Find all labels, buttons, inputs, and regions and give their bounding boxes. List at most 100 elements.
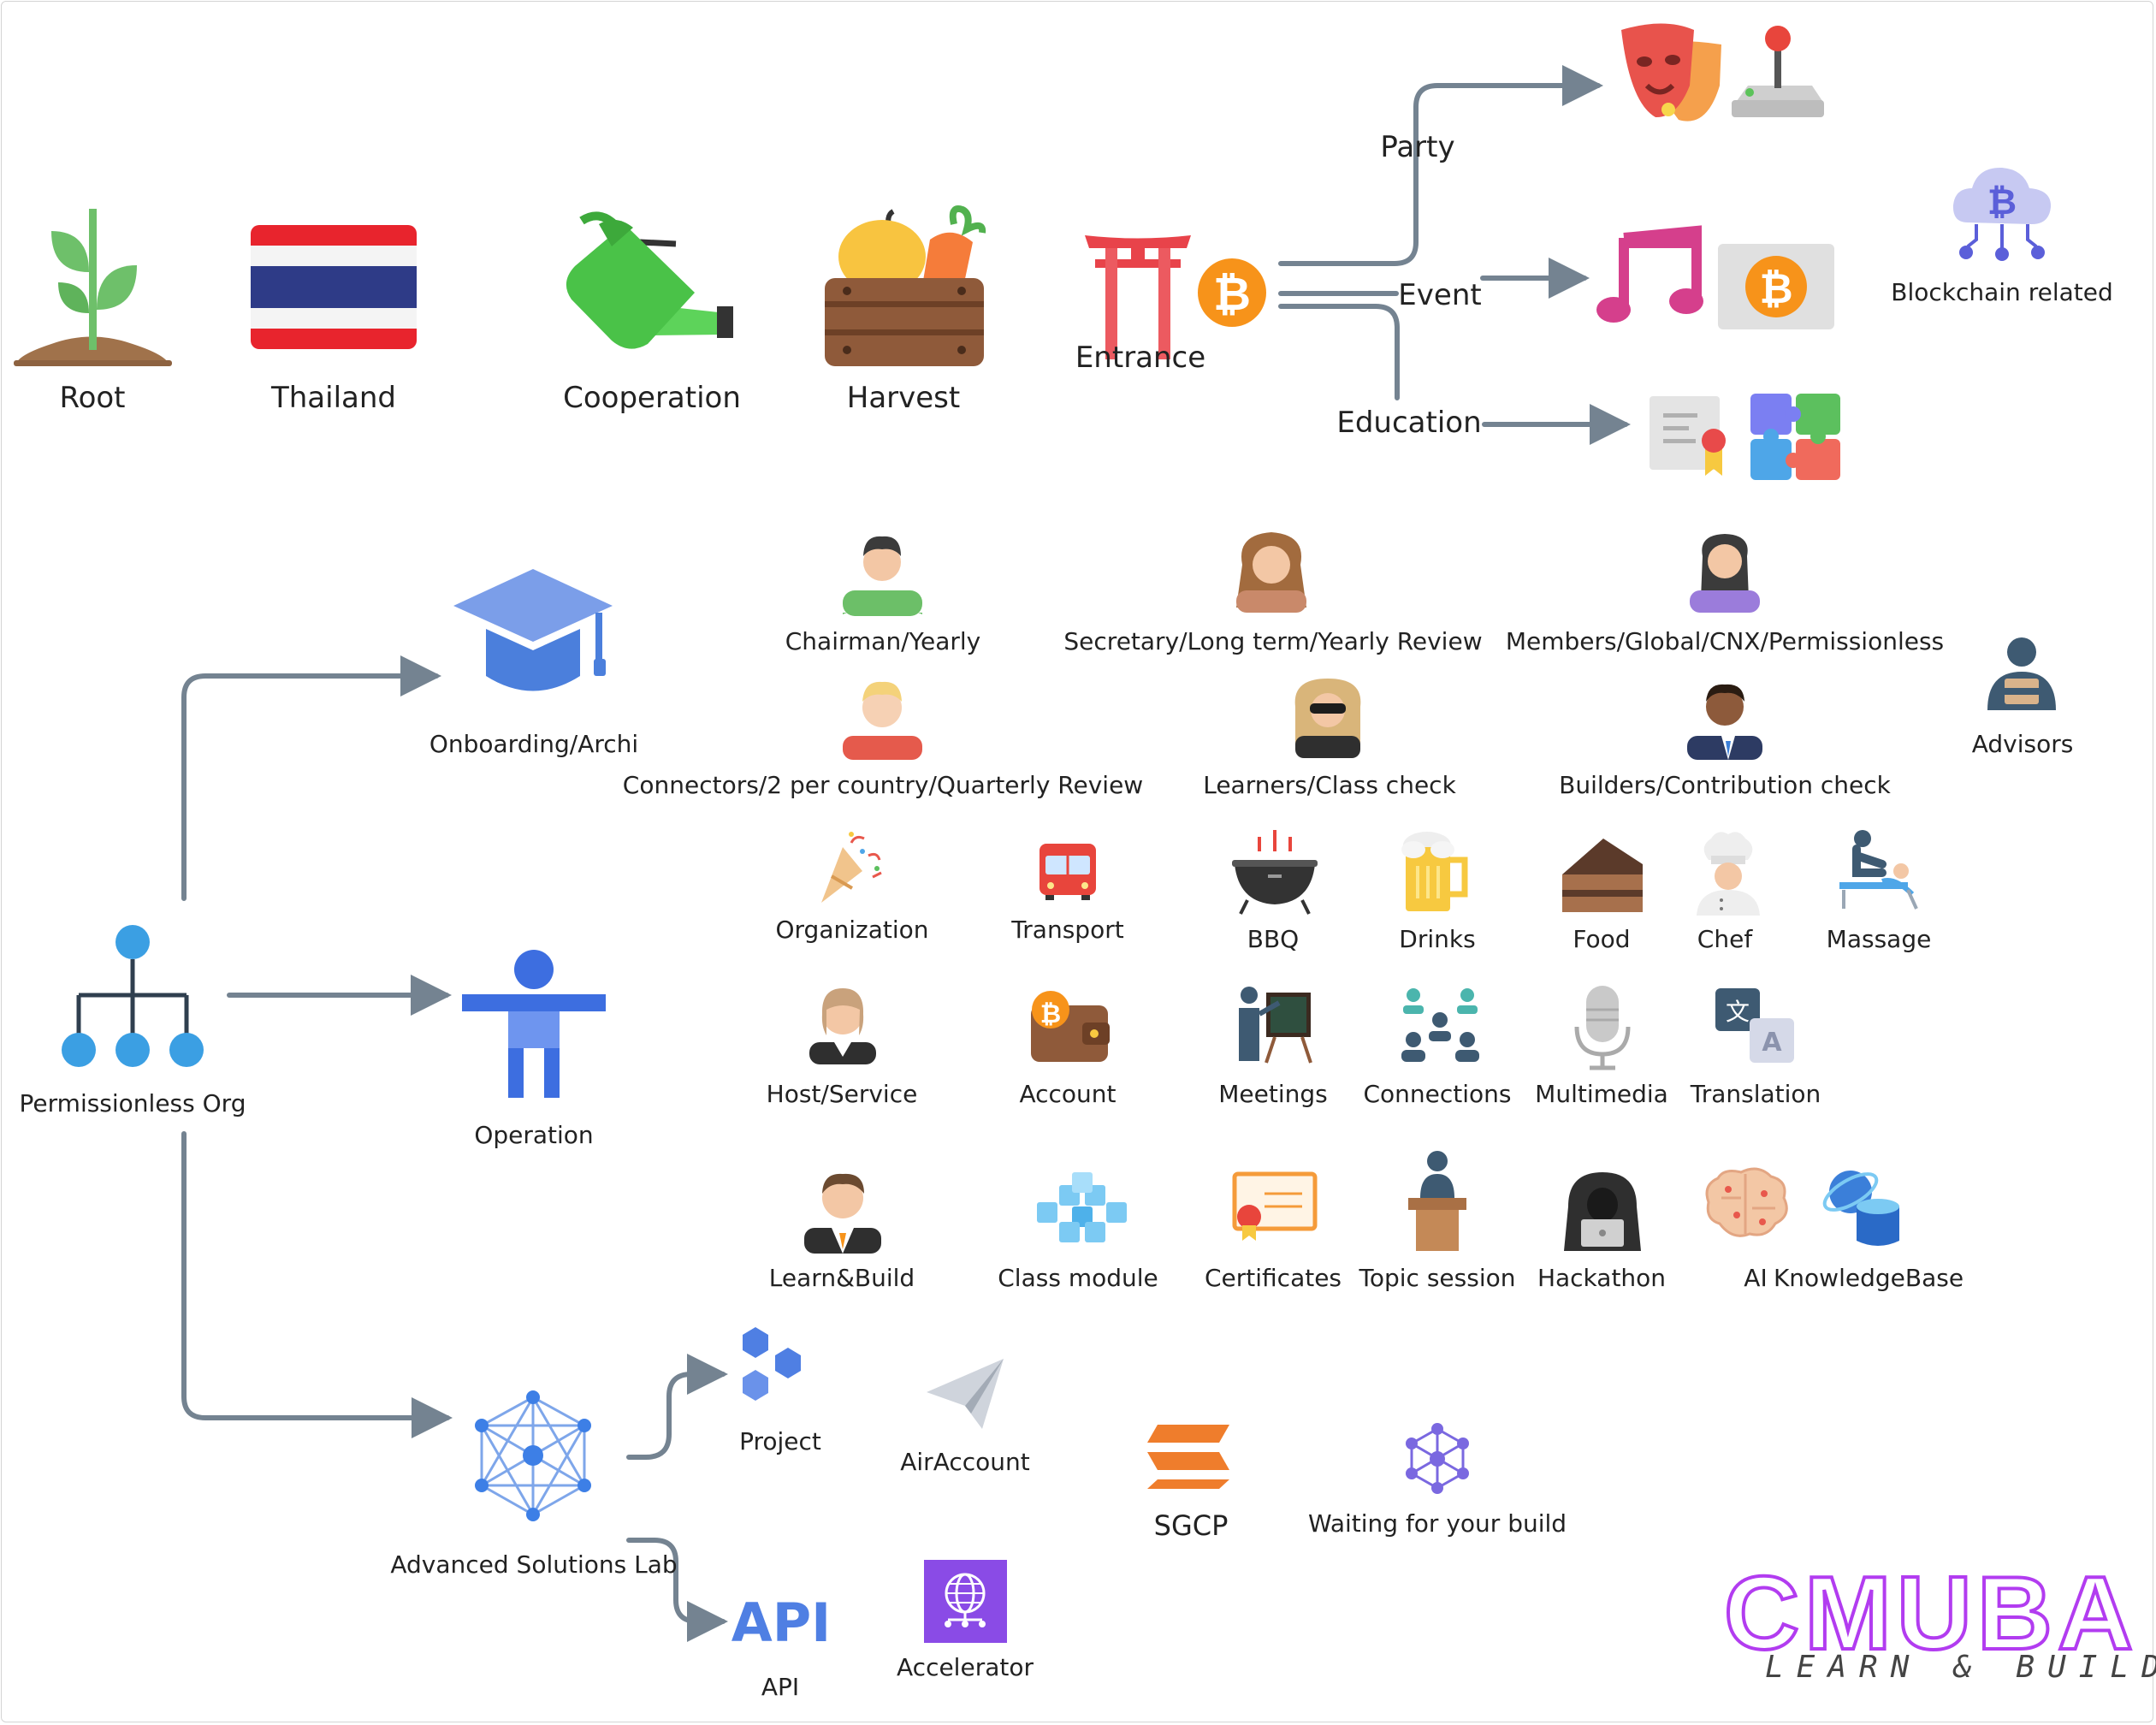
label-sgcp: SGCP xyxy=(1153,1509,1229,1542)
accelerator-globe-icon xyxy=(924,1560,1007,1643)
topic-session-podium-icon xyxy=(1408,1151,1466,1251)
org-chart-icon xyxy=(62,925,204,1067)
sgcp-logo-icon xyxy=(1147,1425,1229,1489)
label-knowledgebase: KnowledgeBase xyxy=(1773,1264,1964,1292)
secretary-person-icon xyxy=(1236,532,1306,613)
connector-lab-api xyxy=(626,1538,728,1642)
label-drinks: Drinks xyxy=(1399,925,1476,953)
label-accelerator: Accelerator xyxy=(897,1653,1034,1681)
label-massage: Massage xyxy=(1826,925,1932,953)
project-hexagons-icon xyxy=(743,1327,801,1401)
label-operation: Operation xyxy=(474,1121,594,1149)
label-translation: Translation xyxy=(1690,1080,1821,1108)
waiting-build-icon xyxy=(1406,1423,1469,1494)
label-transport: Transport xyxy=(1011,916,1124,944)
advisors-person-icon xyxy=(1987,637,2056,710)
bus-icon xyxy=(1040,844,1096,900)
label-secretary: Secretary/Long term/Yearly Review xyxy=(1063,627,1483,655)
connector-org-lab xyxy=(181,1131,453,1438)
certificates-icon xyxy=(1232,1171,1318,1241)
watering-can-icon xyxy=(566,211,733,349)
label-api: API xyxy=(761,1673,800,1701)
chairman-person-icon xyxy=(843,536,922,616)
bitcoin-wallet-icon: ₿ xyxy=(1031,991,1110,1062)
label-harvest: Harvest xyxy=(846,381,961,415)
connector-entrance-party xyxy=(1278,65,1603,266)
label-connectors: Connectors/2 per country/Quarterly Revie… xyxy=(622,771,1144,799)
label-topic-session: Topic session xyxy=(1359,1264,1516,1292)
class-module-cubes-icon xyxy=(1037,1172,1127,1242)
network-mesh-icon xyxy=(475,1390,591,1521)
learners-person-icon xyxy=(1294,679,1361,758)
translation-icon: 文 A xyxy=(1715,988,1794,1063)
ai-brain-icon xyxy=(1705,1167,1788,1237)
connectors-person-icon xyxy=(843,681,922,760)
label-chef: Chef xyxy=(1697,925,1753,953)
label-onboarding: Onboarding/Archi xyxy=(429,730,639,758)
label-connections: Connections xyxy=(1363,1080,1512,1108)
sprout-icon xyxy=(14,209,172,366)
label-multimedia: Multimedia xyxy=(1535,1080,1668,1108)
bitcoin-cloud-icon: ₿ xyxy=(1952,167,2052,261)
label-organization: Organization xyxy=(775,916,929,944)
label-party: Party xyxy=(1380,130,1455,164)
label-waiting-for-build: Waiting for your build xyxy=(1307,1509,1567,1538)
label-thailand: Thailand xyxy=(270,381,397,415)
svg-text:₿: ₿ xyxy=(1213,267,1251,321)
label-education: Education xyxy=(1336,406,1482,440)
bitcoin-card-icon: ₿ xyxy=(1718,244,1834,329)
bbq-grill-icon xyxy=(1232,830,1318,915)
label-chairman: Chairman/Yearly xyxy=(785,627,981,655)
chef-icon xyxy=(1697,832,1760,916)
label-class-module: Class module xyxy=(998,1264,1158,1292)
label-blockchain-related: Blockchain related xyxy=(1891,278,2113,306)
label-event: Event xyxy=(1398,278,1482,312)
label-learn-build: Learn&Build xyxy=(768,1264,915,1292)
svg-text:₿: ₿ xyxy=(1759,265,1792,313)
api-glyph-icon: API xyxy=(732,1592,832,1654)
label-food: Food xyxy=(1573,925,1631,953)
connector-lines xyxy=(181,65,1631,1642)
label-bbq: BBQ xyxy=(1247,925,1300,953)
music-note-icon xyxy=(1596,225,1703,323)
label-certificates: Certificates xyxy=(1204,1264,1342,1292)
svg-text:A: A xyxy=(1762,1028,1782,1058)
party-popper-icon xyxy=(821,832,882,903)
host-person-icon xyxy=(809,988,876,1064)
svg-text:₿: ₿ xyxy=(1040,999,1061,1029)
builders-person-icon xyxy=(1687,684,1762,760)
bitcoin-icon: ₿ xyxy=(1198,258,1266,327)
label-cooperation: Cooperation xyxy=(563,381,741,415)
label-learners: Learners/Class check xyxy=(1203,771,1456,799)
beer-mug-icon xyxy=(1401,832,1468,911)
label-project: Project xyxy=(739,1427,821,1455)
label-host-service: Host/Service xyxy=(766,1080,918,1108)
label-airaccount: AirAccount xyxy=(900,1448,1030,1476)
graduation-cap-icon xyxy=(453,569,613,691)
svg-text:₿: ₿ xyxy=(1987,181,2017,222)
label-permissionless-org: Permissionless Org xyxy=(19,1089,246,1117)
label-builders: Builders/Contribution check xyxy=(1559,771,1891,799)
connector-org-onboarding xyxy=(181,655,441,901)
label-advanced-solutions-lab: Advanced Solutions Lab xyxy=(390,1550,678,1579)
connector-lab-project xyxy=(626,1354,728,1460)
torii-gate-icon xyxy=(1085,235,1191,359)
label-meetings: Meetings xyxy=(1218,1080,1328,1108)
label-ai: AI xyxy=(1744,1264,1768,1292)
learnbuild-person-icon xyxy=(804,1173,881,1254)
label-members: Members/Global/CNX/Permissionless xyxy=(1505,627,1945,655)
svg-text:文: 文 xyxy=(1726,998,1750,1026)
label-entrance: Entrance xyxy=(1075,341,1206,375)
cake-slice-icon xyxy=(1562,839,1643,912)
label-account: Account xyxy=(1019,1080,1116,1108)
label-advisors: Advisors xyxy=(1971,730,2074,758)
joystick-icon xyxy=(1732,26,1824,117)
harvest-crate-icon xyxy=(825,205,986,366)
cmuba-logo: CMUBA xyxy=(1722,1553,2139,1673)
massage-icon xyxy=(1839,830,1918,910)
puzzle-icon xyxy=(1750,394,1840,480)
cmuba-tagline: LEARN & BUILD xyxy=(1765,1650,2156,1685)
